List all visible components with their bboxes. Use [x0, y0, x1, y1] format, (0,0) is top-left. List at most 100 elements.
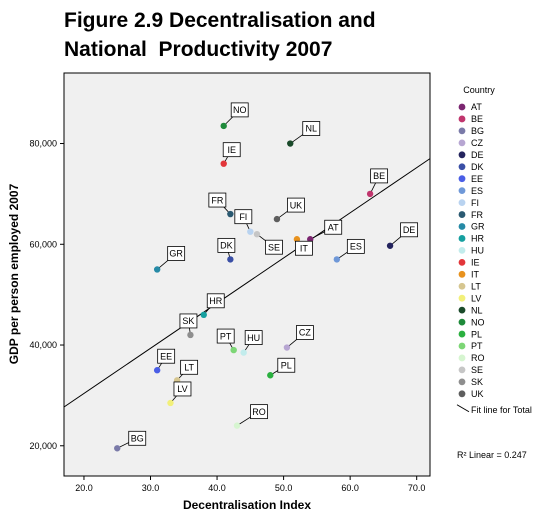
legend-item-lt: LT	[458, 281, 481, 291]
legend-marker	[458, 211, 466, 218]
legend-item-se: SE	[458, 365, 483, 375]
data-point	[114, 445, 121, 452]
data-point	[227, 210, 234, 218]
legend-label: DE	[471, 150, 484, 160]
point-label-box	[234, 209, 253, 225]
legend-marker	[458, 235, 466, 242]
legend-item-es: ES	[458, 186, 483, 196]
point-be: BE	[366, 168, 389, 198]
x-tick-label: 70.0	[408, 483, 426, 493]
data-point	[247, 228, 254, 235]
point-lv: LV	[167, 381, 192, 407]
point-label-box	[217, 237, 236, 253]
data-point	[187, 331, 194, 339]
point-label: BE	[373, 171, 385, 181]
point-label-box	[180, 359, 199, 375]
legend-item-fi: FI	[458, 198, 479, 208]
point-hu: HU	[240, 330, 263, 356]
data-point	[333, 256, 341, 263]
r-squared-label: R² Linear = 0.247	[457, 450, 527, 460]
legend-item-fr: FR	[458, 210, 483, 220]
point-label-box	[206, 293, 225, 309]
legend-item-cz: CZ	[458, 138, 483, 148]
legend-label: FR	[471, 210, 483, 220]
data-point	[200, 311, 207, 318]
legend-label: RO	[471, 353, 485, 363]
point-label: UK	[290, 200, 303, 210]
data-point	[240, 349, 247, 356]
data-point	[307, 236, 314, 243]
point-label-box	[167, 246, 186, 261]
data-point	[366, 190, 374, 198]
legend-label: FI	[471, 198, 479, 208]
legend-marker	[458, 163, 466, 171]
legend-item-at: AT	[458, 102, 482, 112]
legend-item-be: BE	[458, 114, 483, 124]
data-point	[227, 256, 234, 263]
legend-label: NL	[471, 305, 483, 315]
point-label: LT	[184, 362, 194, 372]
legend-marker	[458, 366, 466, 374]
legend-item-ro: RO	[458, 353, 485, 363]
point-hr: HR	[200, 293, 225, 318]
data-point	[287, 140, 294, 147]
legend-item-lv: LV	[458, 293, 481, 303]
point-label-box	[230, 102, 249, 118]
point-label-box	[244, 330, 263, 345]
point-bg: BG	[114, 430, 147, 452]
legend-label: EE	[471, 174, 483, 184]
point-label-box	[277, 357, 296, 373]
legend-marker	[458, 318, 466, 326]
legend-label: BE	[471, 114, 483, 124]
point-label: CZ	[299, 328, 311, 338]
legend-label: GR	[471, 222, 485, 232]
legend-item-pl: PL	[458, 329, 482, 339]
y-tick-label: 40,000	[29, 340, 57, 350]
y-axis-label: GDP per person employed 2007	[7, 183, 21, 364]
data-point	[273, 215, 281, 223]
point-ie: IE	[220, 142, 241, 167]
legend-marker	[458, 151, 466, 159]
legend-label: BG	[471, 126, 484, 136]
point-label: FR	[211, 195, 223, 205]
point-label-box	[250, 404, 268, 420]
point-label-box	[179, 313, 198, 329]
legend-item-de: DE	[458, 150, 484, 160]
point-dk: DK	[217, 237, 236, 263]
legend-marker	[458, 247, 466, 254]
point-label-box	[157, 348, 176, 364]
legend-item-pt: PT	[458, 341, 483, 351]
point-label: DE	[403, 225, 416, 235]
point-uk: UK	[273, 197, 305, 223]
point-label: BG	[131, 433, 144, 443]
legend-item-gr: GR	[458, 222, 485, 232]
point-label: NO	[233, 105, 247, 115]
data-point	[230, 346, 237, 354]
data-point	[153, 367, 161, 374]
point-label-box	[302, 121, 321, 136]
legend-marker	[458, 282, 466, 290]
point-fr: FR	[208, 192, 234, 218]
point-label-box	[400, 222, 418, 238]
legend-label: ES	[471, 186, 483, 196]
legend-marker	[458, 342, 466, 350]
legend-item-nl: NL	[458, 305, 483, 315]
point-label: DK	[220, 241, 233, 251]
point-label: HU	[247, 333, 260, 343]
y-tick-label: 80,000	[29, 139, 57, 149]
legend-marker	[458, 390, 466, 398]
legend-marker	[458, 223, 466, 230]
point-label: NL	[305, 124, 317, 134]
point-label-box	[346, 238, 365, 254]
legend-label: LT	[471, 281, 481, 291]
chart-title-line-2: National Productivity 2007	[64, 38, 333, 61]
legend-label: IE	[471, 258, 480, 268]
point-label-box	[173, 381, 192, 397]
data-point	[386, 242, 394, 249]
point-label: RO	[252, 407, 266, 417]
point-label: SK	[182, 316, 194, 326]
chart-title: Figure 2.9 Decentralisation and National…	[64, 6, 484, 64]
point-label-box	[128, 430, 147, 446]
point-label: GR	[169, 249, 183, 259]
legend-label: AT	[471, 102, 482, 112]
